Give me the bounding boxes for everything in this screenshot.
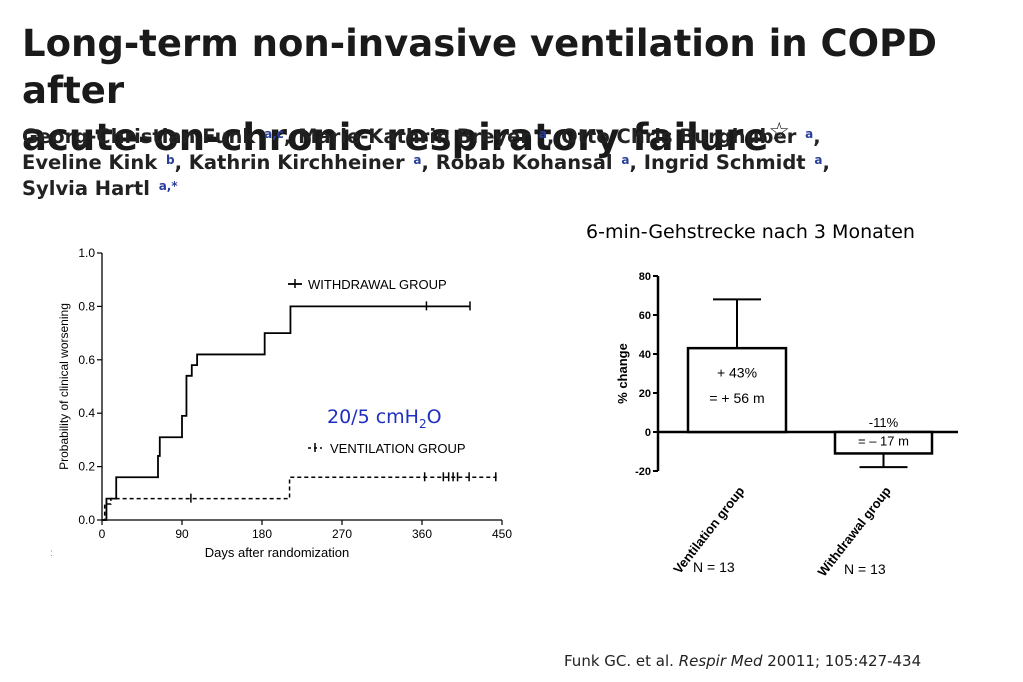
y-tick-label: 40 <box>639 349 651 361</box>
author-separator: , <box>813 125 821 148</box>
star-icon: ☆ <box>768 117 791 145</box>
x-axis-label: Days after randomization <box>205 545 350 560</box>
author: Marie-Kathrin Breyer a, <box>298 125 554 148</box>
bar-plot-area: + 43% = + 56 m -11% = – 17 m <box>686 298 934 469</box>
km-axes: 0.0 0.2 0.4 0.6 0.8 1.0 0 90 180 270 360 450 Days af… <box>57 246 512 560</box>
x-tick-label: 180 <box>252 527 272 541</box>
x-tick-label: 450 <box>492 527 512 541</box>
x-tick-label: 0 <box>99 527 106 541</box>
affiliation-link[interactable]: b <box>165 153 175 167</box>
author-name: Otto Chris Burghuber <box>561 125 797 148</box>
author: Kathrin Kirchheiner a, <box>189 151 429 174</box>
author-name: Marie-Kathrin Breyer <box>298 125 531 148</box>
author-list: Georg-Christian Funk a,c, Marie-Kathrin … <box>22 124 1012 200</box>
n-ventilation-label: N = 13 <box>693 559 735 575</box>
data-label: -11% <box>869 415 899 430</box>
y-axis-label: % change <box>615 343 630 404</box>
author-name: Robab Kohansal <box>435 151 613 174</box>
affiliation-link[interactable]: a,* <box>158 179 178 193</box>
y-tick-label: 80 <box>639 271 651 283</box>
affiliation-link[interactable]: a <box>538 127 547 141</box>
data-label: + 43% <box>717 364 757 380</box>
author-name: Eveline Kink <box>22 151 158 174</box>
author: Ingrid Schmidt a, <box>644 151 830 174</box>
pressure-label: 20/5 cmH2O <box>327 406 442 431</box>
author-name: Ingrid Schmidt <box>643 151 806 174</box>
y-tick-label: 0 <box>645 427 651 439</box>
author-separator: , <box>822 151 830 174</box>
author-separator: , <box>174 151 182 174</box>
affiliation-link[interactable]: a <box>621 153 630 167</box>
data-label: = – 17 m <box>858 434 909 449</box>
y-tick-label: 1.0 <box>78 246 95 260</box>
n-withdrawal-label: N = 13 <box>844 561 886 577</box>
x-tick-label: 360 <box>412 527 432 541</box>
y-tick-label: 20 <box>639 388 651 400</box>
affiliation-link[interactable]: a <box>413 153 422 167</box>
author-separator: , <box>421 151 429 174</box>
y-tick-label: 0.4 <box>78 406 95 420</box>
y-tick-label: 60 <box>639 310 651 322</box>
author-name: Kathrin Kirchheiner <box>188 151 405 174</box>
author-separator: , <box>283 125 292 148</box>
title-line-2: acute-on-chronic respiratory failure <box>22 116 769 159</box>
x-tick-label: 90 <box>175 527 189 541</box>
y-tick-label: 0.2 <box>78 460 95 474</box>
km-curve-withdrawal <box>102 305 470 521</box>
x-tick-label: 270 <box>332 527 352 541</box>
y-tick-label: 0.8 <box>78 299 95 313</box>
legend-withdrawal: WITHDRAWAL GROUP <box>308 277 447 292</box>
title-line-1: Long-term non-invasive ventilation in CO… <box>22 22 937 112</box>
author: Eveline Kink b, <box>22 151 182 174</box>
y-axis-label: Probability of clinical worsening <box>57 303 71 470</box>
author-separator: , <box>546 125 555 148</box>
citation: Funk GC. et al. Respir Med 20011; 105:42… <box>564 652 922 670</box>
affiliation-link[interactable]: a,c <box>264 127 284 141</box>
walk-distance-title: 6-min-Gehstrecke nach 3 Monaten <box>586 221 915 243</box>
y-tick-label: -20 <box>635 466 651 478</box>
paper-title: Long-term non-invasive ventilation in CO… <box>22 20 1012 161</box>
author-name: Georg-Christian Funk <box>22 125 256 148</box>
author-name: Sylvia Hartl <box>22 177 150 200</box>
y-tick-label: 0.6 <box>78 353 95 367</box>
affiliation-link[interactable]: a <box>814 153 823 167</box>
author: Otto Chris Burghuber a, <box>561 125 821 148</box>
stray-mark: : <box>50 548 53 559</box>
author: Georg-Christian Funk a,c, <box>22 125 291 148</box>
data-label: = + 56 m <box>709 390 764 406</box>
km-legend: WITHDRAWAL GROUP VENTILATION GROUP <box>288 277 466 456</box>
y-tick-label: 0.0 <box>78 513 95 527</box>
legend-ventilation: VENTILATION GROUP <box>330 441 466 456</box>
km-plot-area <box>102 301 497 521</box>
author-separator: , <box>629 151 637 174</box>
kaplan-meier-chart: 0.0 0.2 0.4 0.6 0.8 1.0 0 90 180 270 360 450 Days af… <box>57 246 512 560</box>
citation-journal: Respir Med <box>678 652 763 670</box>
author: Sylvia Hartl a,* <box>22 177 178 200</box>
author: Robab Kohansal a, <box>436 151 637 174</box>
km-curve-ventilation <box>102 476 497 521</box>
affiliation-link[interactable]: a <box>805 127 814 141</box>
authors-clip: Georg-Christian Funk a,c, Marie-Kathrin … <box>0 124 1023 200</box>
